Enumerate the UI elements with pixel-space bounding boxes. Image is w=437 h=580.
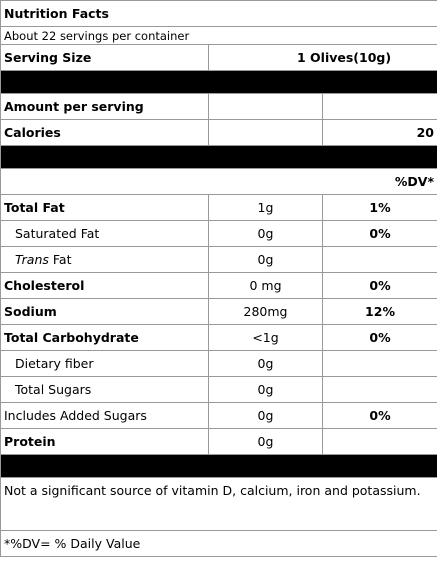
calories-value: 20 (321, 119, 437, 146)
cell (208, 119, 323, 146)
calories-label: Calories (0, 119, 209, 146)
amount: 1g (208, 194, 323, 221)
daily-value: 0% (321, 272, 437, 299)
title: Nutrition Facts (0, 0, 437, 27)
nutrient-label: Total Carbohydrate (0, 324, 209, 351)
amount: 0g (208, 376, 323, 403)
nutrient-row: Cholesterol 0 mg 0% (0, 272, 437, 299)
daily-value (321, 246, 437, 273)
nutrient-row: Total Fat 1g 1% (0, 194, 437, 221)
amount-label: Amount per serving (0, 93, 209, 120)
cell (208, 93, 323, 120)
daily-value: 12% (321, 298, 437, 325)
note: Not a significant source of vitamin D, c… (0, 477, 437, 531)
nutrient-label: Sodium (0, 298, 209, 325)
daily-value: 1% (321, 194, 437, 221)
nutrient-row: Trans Fat 0g (0, 246, 437, 273)
label-text: Saturated Fat (15, 226, 100, 241)
bar (0, 145, 437, 169)
label-text: Includes Added Sugars (4, 408, 147, 423)
nutrient-row: Protein 0g (0, 428, 437, 455)
serving-size-row: Serving Size 1 Olives(10g) (0, 44, 437, 71)
label-text: Total Sugars (15, 382, 92, 397)
divider (0, 145, 437, 169)
servings-row: About 22 servings per container (0, 26, 437, 45)
table-body: Nutrition Facts About 22 servings per co… (0, 0, 437, 557)
amount: 0g (208, 402, 323, 429)
label-text: Fat (52, 252, 72, 267)
amount: <1g (208, 324, 323, 351)
nutrient-row: Total Sugars 0g (0, 376, 437, 403)
nutrient-row: Total Carbohydrate <1g 0% (0, 324, 437, 351)
label-text: Total Fat (4, 200, 65, 215)
calories-row: Calories 20 (0, 119, 437, 146)
nutrient-label: Includes Added Sugars (0, 402, 209, 429)
label-text: Total Carbohydrate (4, 330, 139, 345)
label-text: Protein (4, 434, 56, 449)
nutrient-label: Protein (0, 428, 209, 455)
bar (0, 454, 437, 478)
daily-value (321, 350, 437, 377)
amount: 0g (208, 350, 323, 377)
daily-value: 0% (321, 402, 437, 429)
nutrition-table: Nutrition Facts About 22 servings per co… (0, 0, 437, 557)
nutrient-label: Total Fat (0, 194, 209, 221)
dv-header-row: %DV* (0, 168, 437, 195)
label-text: Cholesterol (4, 278, 85, 293)
servings: About 22 servings per container (0, 26, 437, 45)
nutrient-row: Includes Added Sugars 0g 0% (0, 402, 437, 429)
bar (0, 70, 437, 94)
nutrient-label: Trans Fat (0, 246, 209, 273)
label-text: Dietary fiber (15, 356, 94, 371)
label-text: Sodium (4, 304, 57, 319)
title-row: Nutrition Facts (0, 0, 437, 27)
daily-value: 0% (321, 220, 437, 247)
dv-header: %DV* (0, 168, 437, 195)
italic-label: Trans (15, 252, 49, 267)
divider (0, 70, 437, 94)
daily-value: 0% (321, 324, 437, 351)
amount: 0g (208, 428, 323, 455)
nutrient-label: Total Sugars (0, 376, 209, 403)
nutrient-row: Dietary fiber 0g (0, 350, 437, 377)
divider (0, 454, 437, 478)
amount: 280mg (208, 298, 323, 325)
footnote-row: *%DV= % Daily Value (0, 530, 437, 557)
amount: 0 mg (208, 272, 323, 299)
amount: 0g (208, 220, 323, 247)
serving-size-label: Serving Size (0, 44, 209, 71)
nutrient-label: Saturated Fat (0, 220, 209, 247)
amount-row: Amount per serving (0, 93, 437, 120)
nutrient-label: Dietary fiber (0, 350, 209, 377)
daily-value (321, 376, 437, 403)
footnote: *%DV= % Daily Value (0, 530, 437, 557)
serving-size-value: 1 Olives(10g) (207, 44, 437, 71)
daily-value (321, 428, 437, 455)
nutrient-label: Cholesterol (0, 272, 209, 299)
nutrient-row: Sodium 280mg 12% (0, 298, 437, 325)
cell (321, 93, 437, 120)
nutrient-row: Saturated Fat 0g 0% (0, 220, 437, 247)
note-row: Not a significant source of vitamin D, c… (0, 477, 437, 531)
amount: 0g (208, 246, 323, 273)
